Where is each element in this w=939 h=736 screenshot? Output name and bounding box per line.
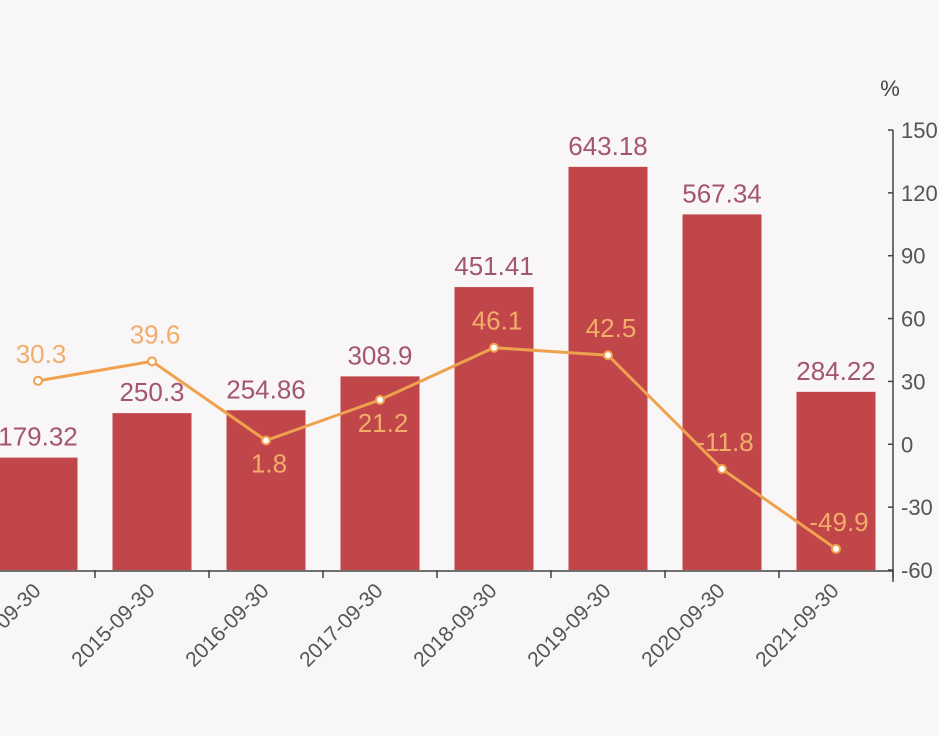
- line-data-label: 42.5: [586, 313, 637, 343]
- right-tick-label: 90: [901, 244, 925, 269]
- right-tick-label: 150: [901, 118, 938, 143]
- line-data-label: -11.8: [696, 427, 753, 457]
- line-point: [33, 375, 43, 386]
- line-point: [489, 342, 499, 353]
- right-axis-unit: %: [880, 76, 900, 101]
- bar: [796, 391, 876, 570]
- right-tick-label: 30: [901, 369, 925, 394]
- x-tick-label: 2017-09-30: [295, 579, 387, 671]
- bar-data-label: 451.41: [454, 251, 534, 281]
- line-point: [603, 350, 613, 361]
- bar-data-label: 567.34: [682, 178, 762, 208]
- growth-line: [37, 346, 837, 551]
- right-tick-label: 0: [901, 432, 913, 457]
- bar-data-label: 179.32: [0, 422, 78, 452]
- line-point: [375, 394, 385, 405]
- line-data-label: 30.3: [16, 339, 67, 369]
- line-point: [717, 464, 727, 475]
- bar-data-label: 643.18: [568, 131, 648, 161]
- line-data-label: 21.2: [358, 408, 409, 438]
- bar: [340, 376, 420, 570]
- x-tick-label: 2015-09-30: [67, 579, 159, 671]
- bar-data-label: 308.9: [347, 340, 412, 370]
- right-tick-label: -60: [901, 558, 933, 583]
- bar: [226, 410, 306, 570]
- line-point: [147, 356, 157, 367]
- bar: [112, 413, 192, 570]
- line-point: [261, 435, 271, 446]
- line-data-label: 39.6: [130, 319, 181, 349]
- x-tick-label: 2020-09-30: [637, 579, 729, 671]
- x-tick-label: 2019-09-30: [523, 579, 615, 671]
- bars-layer: 179.32 250.3 254.86 308.9 451.41 643.18 567.34…: [0, 131, 876, 570]
- x-tick-label: 2021-09-30: [751, 579, 843, 671]
- bar: [454, 287, 534, 570]
- bar: [682, 214, 762, 570]
- line-data-label: -49.9: [809, 507, 868, 537]
- bar-data-label: 284.22: [796, 356, 876, 386]
- bar-data-label: 250.3: [119, 377, 184, 407]
- bar: [568, 166, 648, 570]
- x-tick-label: 2016-09-30: [181, 579, 273, 671]
- line-data-label: 1.8: [251, 449, 287, 479]
- line-data-label: 46.1: [472, 306, 523, 336]
- line-layer: 30.3 39.6 1.8 21.2 46.1 42.5 -11.8 -49.9: [16, 306, 869, 554]
- right-tick-label: -30: [901, 495, 933, 520]
- bar-data-label: 254.86: [226, 374, 306, 404]
- line-point: [831, 543, 841, 554]
- x-tick-label: 2018-09-30: [409, 579, 501, 671]
- x-tick-label: 2014-09-30: [0, 579, 46, 671]
- right-tick-label: 120: [901, 181, 938, 206]
- right-tick-label: 60: [901, 307, 925, 332]
- x-axis: 2014-09-30 2015-09-30 2016-09-30 2017-09-30…: [0, 570, 894, 671]
- bar: [0, 457, 78, 570]
- right-axis: %150 120 90 60 30 0 -30 -60: [880, 76, 938, 583]
